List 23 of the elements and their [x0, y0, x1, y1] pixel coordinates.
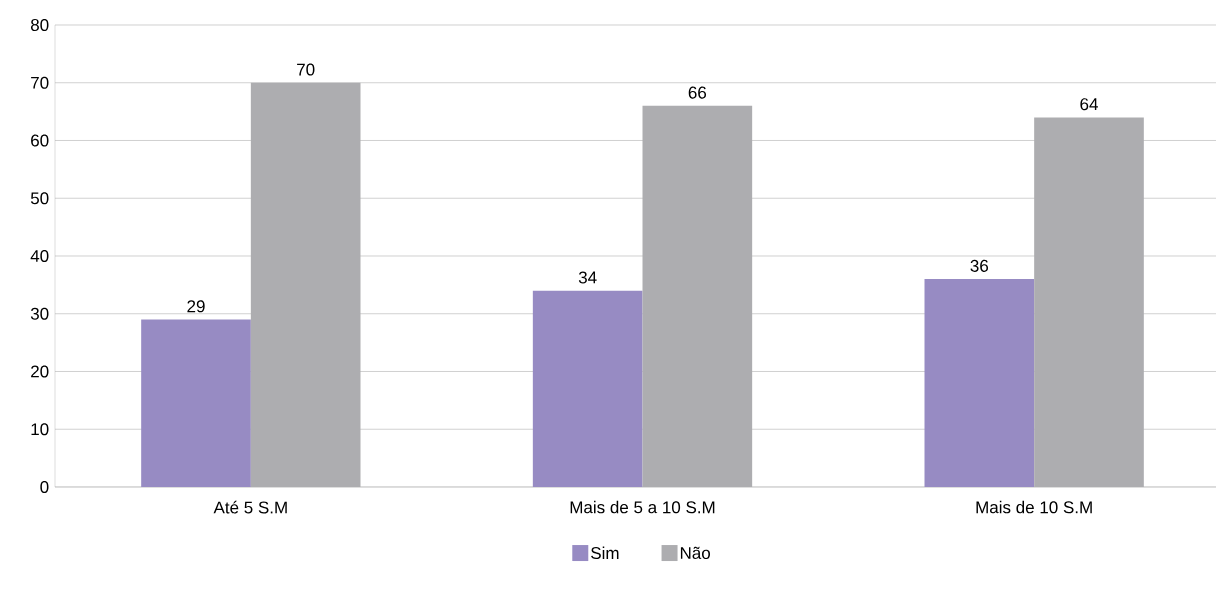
- legend-label: Sim: [591, 546, 619, 560]
- y-tick-label: 20: [31, 365, 49, 378]
- y-tick-label: 10: [31, 423, 49, 436]
- y-tick-label: 30: [30, 307, 49, 320]
- bar: [141, 319, 251, 487]
- y-tick-label: 40: [30, 249, 49, 263]
- data-label: 66: [688, 86, 707, 99]
- y-tick-label: 60: [31, 134, 49, 147]
- y-tick-label: 50: [30, 192, 49, 205]
- data-label: 36: [970, 259, 989, 272]
- y-tick-label: 80: [30, 18, 49, 32]
- bar: [924, 279, 1035, 487]
- data-label: 70: [297, 63, 315, 76]
- x-tick-label: Até 5 S.M: [213, 500, 287, 514]
- x-tick-label: Mais de 10 S.M: [976, 500, 1092, 514]
- data-label: 64: [1080, 98, 1098, 111]
- data-label: 29: [187, 300, 205, 313]
- bar: [532, 290, 643, 487]
- y-tick-label: 70: [31, 76, 49, 89]
- y-tick-label: 0: [40, 480, 49, 494]
- data-label: 34: [578, 271, 597, 284]
- legend-label: Não: [680, 546, 710, 560]
- x-tick-label: Mais de 5 a 10 S.M: [570, 500, 715, 514]
